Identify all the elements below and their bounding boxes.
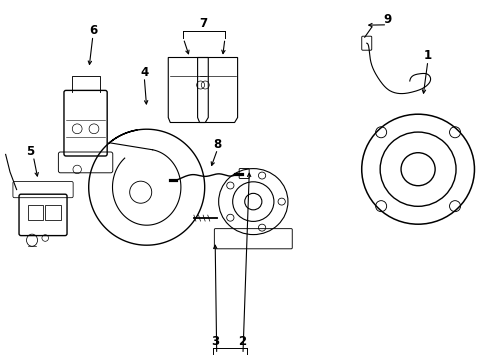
- Text: 1: 1: [423, 49, 431, 62]
- Text: 6: 6: [89, 24, 97, 37]
- Text: 4: 4: [140, 66, 148, 78]
- Bar: [28, 205, 43, 220]
- Text: 5: 5: [26, 145, 34, 158]
- Text: 3: 3: [211, 335, 219, 348]
- Text: 9: 9: [383, 13, 390, 26]
- Text: 2: 2: [238, 335, 245, 348]
- Text: 8: 8: [213, 138, 221, 150]
- Text: 7: 7: [199, 17, 206, 30]
- Bar: [45, 205, 61, 220]
